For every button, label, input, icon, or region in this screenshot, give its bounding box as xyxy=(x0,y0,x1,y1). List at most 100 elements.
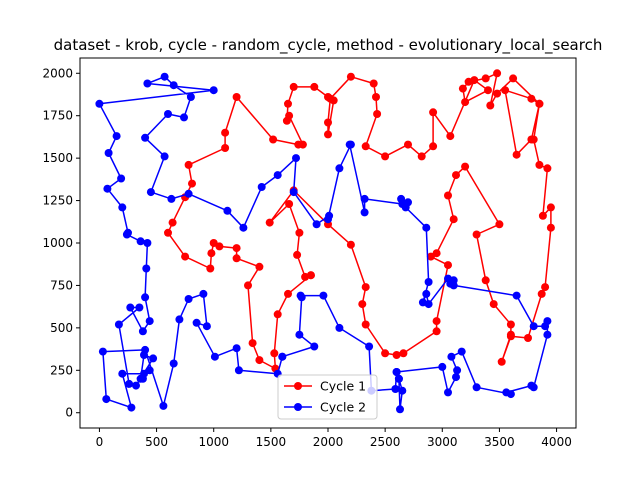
data-point xyxy=(184,295,193,303)
data-point xyxy=(335,323,344,332)
data-point xyxy=(289,188,298,197)
data-point xyxy=(543,330,552,339)
data-point xyxy=(424,278,433,286)
data-point xyxy=(184,189,193,198)
data-point xyxy=(104,149,113,157)
data-point xyxy=(234,366,243,375)
data-point xyxy=(188,179,196,188)
data-point xyxy=(346,72,355,81)
data-point xyxy=(269,135,278,144)
data-point xyxy=(392,351,401,359)
data-point xyxy=(319,291,328,300)
data-point xyxy=(265,218,274,227)
data-point xyxy=(509,74,518,83)
data-point xyxy=(160,152,169,161)
data-point xyxy=(457,347,466,356)
data-point xyxy=(160,72,169,81)
legend-label: Cycle 1 xyxy=(320,379,366,394)
data-point xyxy=(418,298,427,307)
data-point xyxy=(484,86,492,95)
data-point xyxy=(512,150,521,159)
data-point xyxy=(381,349,390,358)
data-point xyxy=(206,264,215,273)
data-point xyxy=(210,352,219,361)
data-point xyxy=(255,356,264,365)
legend: Cycle 1 Cycle 2 xyxy=(277,374,378,420)
data-point xyxy=(244,281,252,290)
data-point xyxy=(324,118,332,127)
data-point xyxy=(501,86,510,95)
data-point xyxy=(346,240,355,249)
data-point xyxy=(135,303,144,312)
data-point xyxy=(273,171,282,180)
data-point xyxy=(296,291,305,300)
legend-label: Cycle 2 xyxy=(320,400,366,415)
data-point xyxy=(136,237,145,246)
data-point xyxy=(372,93,380,101)
legend-marker xyxy=(294,403,302,411)
data-point xyxy=(122,230,131,239)
data-point xyxy=(112,132,121,141)
data-point xyxy=(310,82,319,91)
data-point xyxy=(493,89,502,98)
data-point xyxy=(184,160,193,169)
data-point xyxy=(324,93,332,101)
data-point xyxy=(481,74,490,83)
data-point xyxy=(481,276,490,285)
x-tick-label: 1000 xyxy=(198,435,229,449)
y-tick-label: 1250 xyxy=(42,194,73,208)
plot-frame xyxy=(79,57,577,429)
data-point xyxy=(535,99,544,108)
data-point xyxy=(527,94,536,103)
y-axis: 0 250 500 750 1000 1250 1500 1750 2000 xyxy=(42,66,80,420)
data-point xyxy=(529,322,538,331)
data-point xyxy=(527,135,536,144)
data-point xyxy=(140,369,148,378)
data-point xyxy=(221,144,230,152)
data-point xyxy=(543,164,552,173)
data-point xyxy=(285,200,294,208)
data-point xyxy=(346,140,355,149)
y-tick-label: 1000 xyxy=(42,236,73,250)
x-tick-label: 3500 xyxy=(484,435,515,449)
data-point xyxy=(199,289,208,298)
data-point xyxy=(127,403,136,412)
y-tick-label: 0 xyxy=(65,406,73,420)
data-point xyxy=(118,203,127,212)
data-point xyxy=(396,405,404,414)
data-point xyxy=(143,239,152,247)
data-point xyxy=(141,293,150,302)
data-point xyxy=(452,171,460,180)
data-point xyxy=(453,366,462,375)
y-tick-label: 750 xyxy=(50,278,73,292)
data-point xyxy=(335,164,344,173)
x-tick-label: 0 xyxy=(96,435,104,449)
data-point xyxy=(293,250,302,259)
legend-marker xyxy=(294,382,302,390)
data-point xyxy=(524,334,532,342)
data-point xyxy=(444,261,452,270)
data-point xyxy=(360,208,369,217)
data-point xyxy=(324,130,332,139)
data-point xyxy=(202,322,211,331)
data-point xyxy=(449,215,458,224)
y-tick-label: 500 xyxy=(50,321,73,335)
data-point xyxy=(512,291,521,300)
data-point xyxy=(164,110,172,118)
data-point xyxy=(273,310,282,319)
data-point xyxy=(142,264,151,273)
data-point xyxy=(180,113,188,122)
x-tick-label: 3000 xyxy=(427,435,458,449)
series-line xyxy=(98,75,549,411)
data-point xyxy=(446,132,455,141)
data-point xyxy=(232,244,241,253)
data-point xyxy=(417,152,426,161)
data-point xyxy=(361,283,370,292)
data-point xyxy=(146,188,155,197)
data-point xyxy=(537,289,546,298)
y-tick-label: 250 xyxy=(50,363,73,377)
data-point xyxy=(284,289,292,298)
data-point xyxy=(429,108,438,117)
data-point xyxy=(381,152,390,161)
